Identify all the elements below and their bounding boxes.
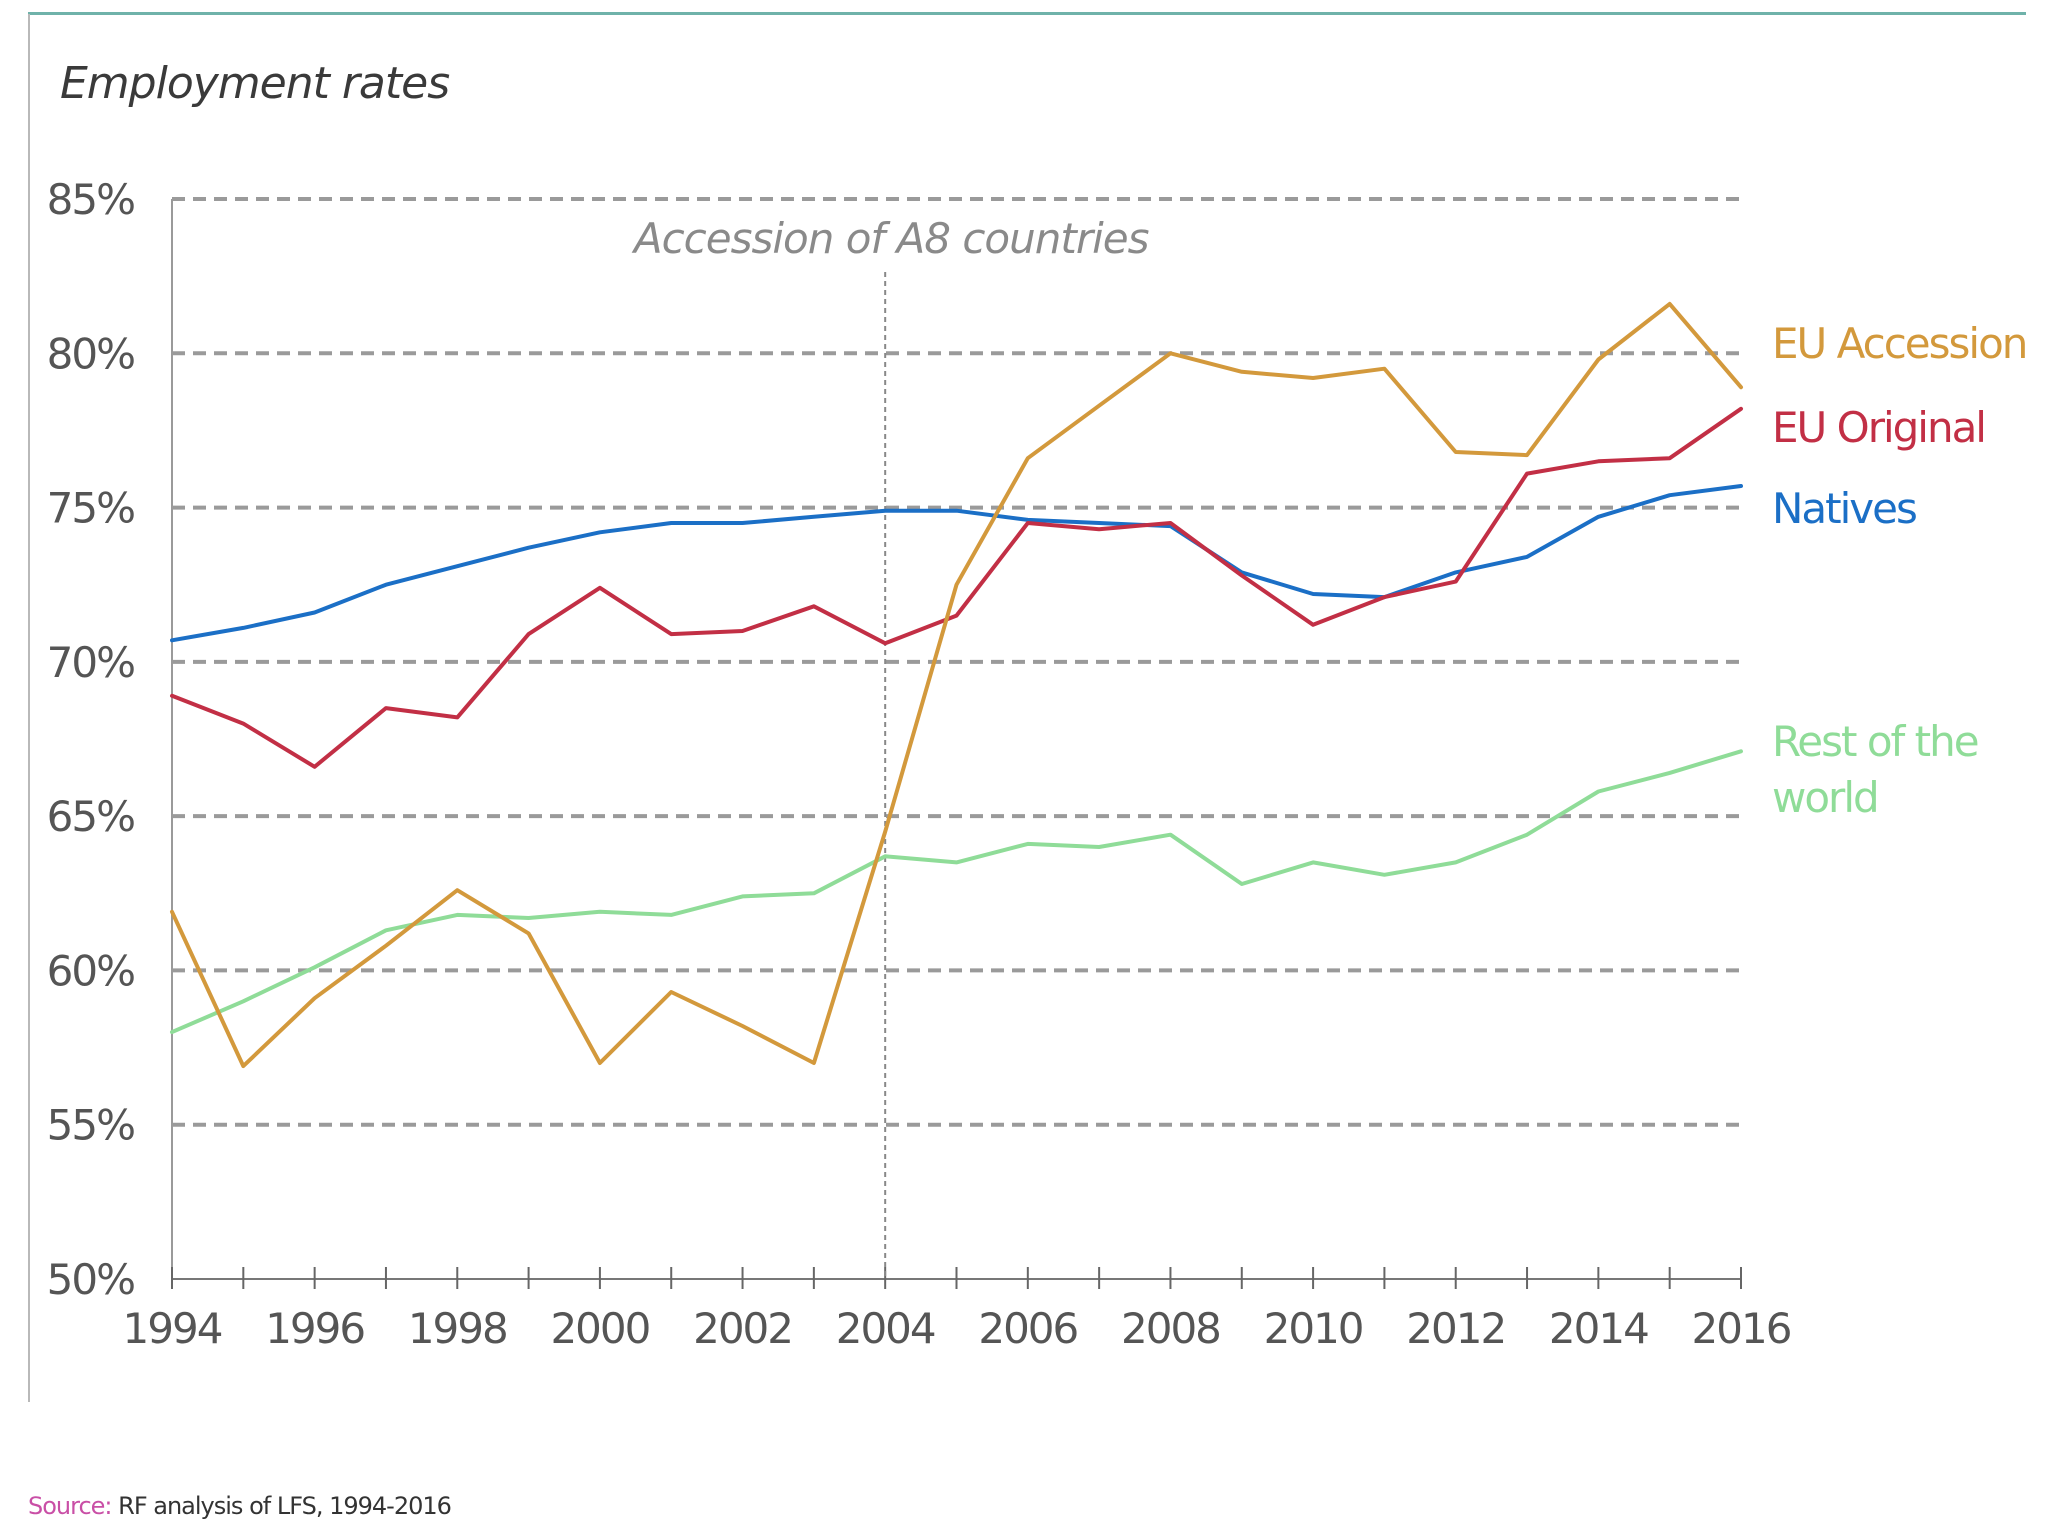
x-tick-label-2004: 2004 (836, 1304, 935, 1353)
series-label-eu-accession: EU Accession (1772, 319, 2026, 368)
x-tick-label-2014: 2014 (1549, 1304, 1648, 1353)
source-label: Source: (28, 1492, 113, 1520)
series-label-natives: Natives (1772, 484, 1916, 533)
frame-top-rule (28, 12, 2026, 15)
series-line-eu-original (170, 406, 1743, 769)
frame-left-rule (28, 14, 30, 1402)
x-tick-label-2016: 2016 (1692, 1304, 1791, 1353)
y-tick-label-70: 70% (47, 638, 134, 687)
x-tick-label-2000: 2000 (550, 1304, 649, 1353)
y-tick-label-55: 55% (47, 1101, 134, 1150)
series-line-rest-of-the-world (170, 749, 1743, 1035)
annotation-label: Accession of A8 countries (631, 214, 1149, 263)
x-tick-label-2006: 2006 (978, 1304, 1077, 1353)
y-tick-label-85: 85% (47, 175, 134, 224)
x-tick-label-1998: 1998 (408, 1304, 507, 1353)
series-label-rest-of-the-world-line-1: Rest of the (1772, 717, 1978, 766)
y-tick-label-50: 50% (47, 1255, 134, 1304)
y-tick-label-80: 80% (47, 329, 134, 378)
y-tick-label-65: 65% (47, 792, 134, 841)
x-tick-label-1994: 1994 (123, 1304, 222, 1353)
x-tick-label-2002: 2002 (693, 1304, 792, 1353)
series-line-eu-accession (170, 301, 1743, 1069)
y-tick-label-75: 75% (47, 484, 134, 533)
x-tick-label-2008: 2008 (1121, 1304, 1220, 1353)
x-tick-label-2012: 2012 (1406, 1304, 1505, 1353)
source-note: Source: RF analysis of LFS, 1994-2016 (28, 1492, 452, 1520)
x-tick-label-2010: 2010 (1264, 1304, 1363, 1353)
source-text: RF analysis of LFS, 1994-2016 (118, 1492, 452, 1520)
y-tick-label-60: 60% (47, 946, 134, 995)
series-label-rest-of-the-world-line-2: world (1772, 773, 1878, 822)
chart-title: Employment rates (60, 58, 450, 109)
x-tick-label-1996: 1996 (265, 1304, 364, 1353)
series-label-eu-original: EU Original (1772, 403, 1985, 452)
series-line-natives (170, 484, 1743, 643)
